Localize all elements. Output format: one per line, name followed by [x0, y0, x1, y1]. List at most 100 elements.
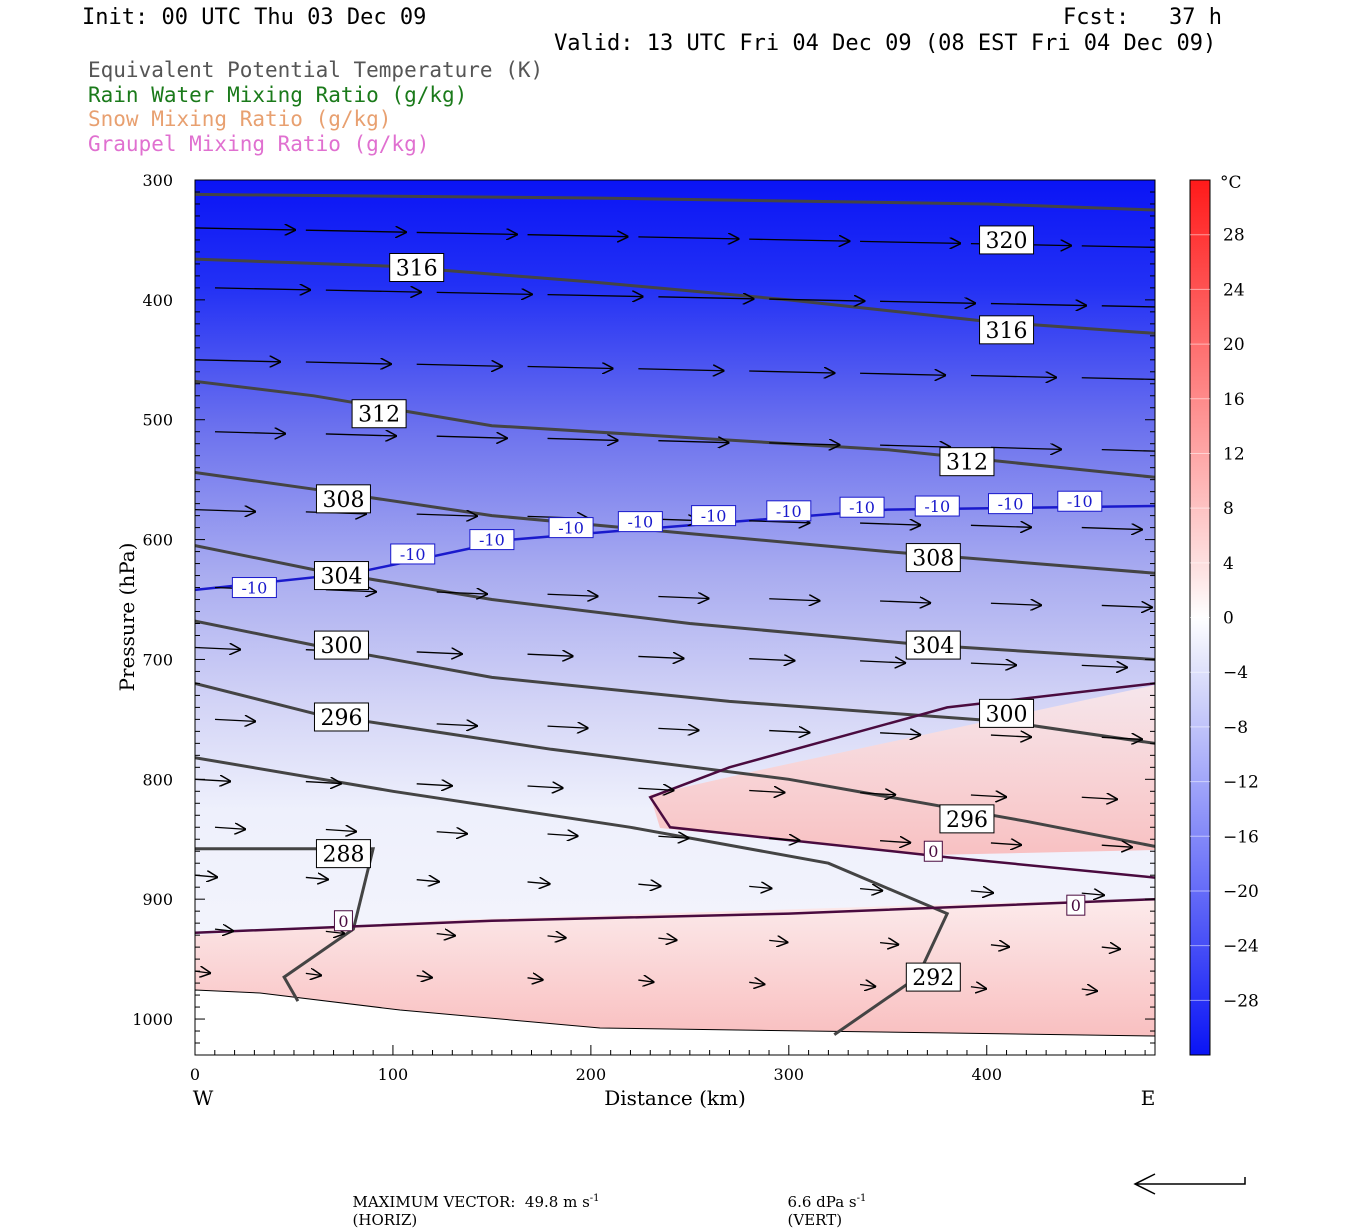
colorbar-label: −16: [1223, 827, 1259, 847]
contour-label: 288: [322, 843, 364, 868]
wind-vector: [638, 884, 660, 886]
zero-isotherm-label: 0: [928, 842, 938, 861]
isotherm-label-box: [548, 517, 594, 539]
wind-vector: [1081, 797, 1117, 799]
wind-vector: [436, 724, 477, 726]
isotherm-label: -10: [400, 545, 426, 564]
contour-label: 292: [912, 966, 954, 991]
wind-vector: [436, 292, 532, 294]
wind-vector: [749, 239, 849, 241]
isotherm-label: -10: [627, 513, 653, 532]
wind-vector: [527, 882, 550, 884]
valid-time: Valid: 13 UTC Fri 04 Dec 09 (08 EST Fri …: [554, 31, 1217, 56]
max-vector-text: MAXIMUM VECTOR: 49.8 m s: [352, 1193, 590, 1211]
isotherm-label-box: [691, 505, 737, 527]
wind-vector: [195, 228, 295, 230]
wind-vector: [1101, 605, 1152, 607]
reference-arrow: [1133, 1173, 1246, 1195]
footer-vert: 6.6 dPa s-1 (VERT): [778, 1175, 867, 1229]
wind-vector: [305, 973, 321, 975]
wind-vector: [880, 943, 898, 945]
footer-max-vector: MAXIMUM VECTOR: 49.8 m s-1 (HORIZ): [343, 1175, 600, 1229]
colorbar-label: 12: [1223, 444, 1245, 464]
wind-vector: [769, 731, 809, 733]
contour-label: 300: [320, 634, 362, 659]
vert-label: (VERT): [787, 1211, 843, 1229]
wind-vector: [658, 297, 753, 299]
contour-label-box: [939, 447, 995, 477]
wind-vector: [749, 982, 764, 984]
wind-vector: [638, 656, 683, 658]
wind-vector: [970, 891, 993, 893]
wind-vector: [769, 940, 787, 942]
contour-label: 320: [986, 229, 1028, 254]
x-tick-label: 0: [190, 1065, 200, 1084]
wind-vector: [1101, 737, 1142, 739]
isotherm-label: -10: [701, 507, 727, 526]
contour-label-box: [389, 253, 445, 282]
wind-vector: [880, 733, 920, 735]
isotherm-label: -10: [849, 498, 875, 517]
wind-vector: [416, 976, 432, 978]
forecast-hour: Fcst: 37 h: [1063, 5, 1222, 30]
wind-vector: [325, 434, 396, 436]
isotherm-label-box: [839, 496, 885, 518]
wind-vector: [214, 719, 255, 721]
wind-vector: [880, 601, 930, 603]
wind-vector: [860, 523, 920, 525]
wind-vector: [416, 880, 439, 882]
wind-vector: [416, 652, 462, 654]
theta-e-contour: [195, 847, 376, 1002]
contour-label-box: [313, 702, 369, 732]
contour-label: 296: [320, 706, 362, 731]
y-tick-label: 1000: [132, 1010, 173, 1029]
colorbar-label: 8: [1223, 499, 1234, 519]
isotherm-label: -10: [924, 497, 950, 516]
vert-exponent: -1: [856, 1193, 867, 1204]
colorbar-label: 0: [1223, 609, 1234, 629]
contour-label-box: [979, 315, 1035, 345]
wind-vector: [970, 375, 1056, 377]
colorbar-label: −28: [1223, 991, 1259, 1011]
contour-label-box: [905, 962, 961, 992]
colorbar-label: −20: [1223, 882, 1259, 902]
colorbar-label: 16: [1223, 390, 1245, 410]
wind-vector: [970, 795, 1006, 797]
isotherm-label: -10: [479, 531, 505, 550]
colorbar-label: 4: [1223, 554, 1234, 574]
wind-vector: [749, 791, 784, 793]
y-tick-label: 400: [142, 291, 173, 310]
x-right-label: E: [1141, 1086, 1156, 1110]
wind-vector: [547, 936, 566, 938]
contour-label-box: [979, 698, 1035, 728]
wind-vector: [305, 877, 328, 879]
wind-vector: [860, 373, 945, 375]
zero-isotherm-label: 0: [1071, 896, 1081, 915]
wind-vector: [769, 838, 799, 840]
wind-vector: [305, 230, 406, 232]
isotherm-label-box: [1057, 490, 1103, 512]
contour-label: 300: [986, 702, 1028, 727]
isotherm-label: -10: [776, 502, 802, 521]
zero-isotherm-label: 0: [338, 912, 348, 931]
contour-label: 316: [986, 319, 1028, 344]
colorbar-label: 28: [1223, 226, 1245, 246]
contour-label-box: [315, 839, 371, 869]
legend-snow: Snow Mixing Ratio (g/kg): [88, 107, 392, 131]
contour-label: 308: [912, 547, 954, 572]
wind-vector: [436, 832, 467, 834]
wind-vector: [1101, 305, 1155, 308]
wind-vector: [1081, 245, 1155, 248]
x-tick-label: 300: [774, 1065, 805, 1084]
isotherm-label-box: [390, 543, 436, 565]
zero-isotherm-label-box: [1066, 894, 1086, 916]
colorbar-unit: °C: [1220, 173, 1242, 193]
isotherm-label-box: [231, 577, 277, 599]
contour-label-box: [351, 399, 407, 429]
wind-vector: [1101, 448, 1155, 452]
wind-vector: [436, 436, 507, 438]
wind-vector: [325, 590, 376, 592]
zero-isotherm-label-box: [333, 910, 353, 932]
wind-vector: [860, 241, 960, 243]
